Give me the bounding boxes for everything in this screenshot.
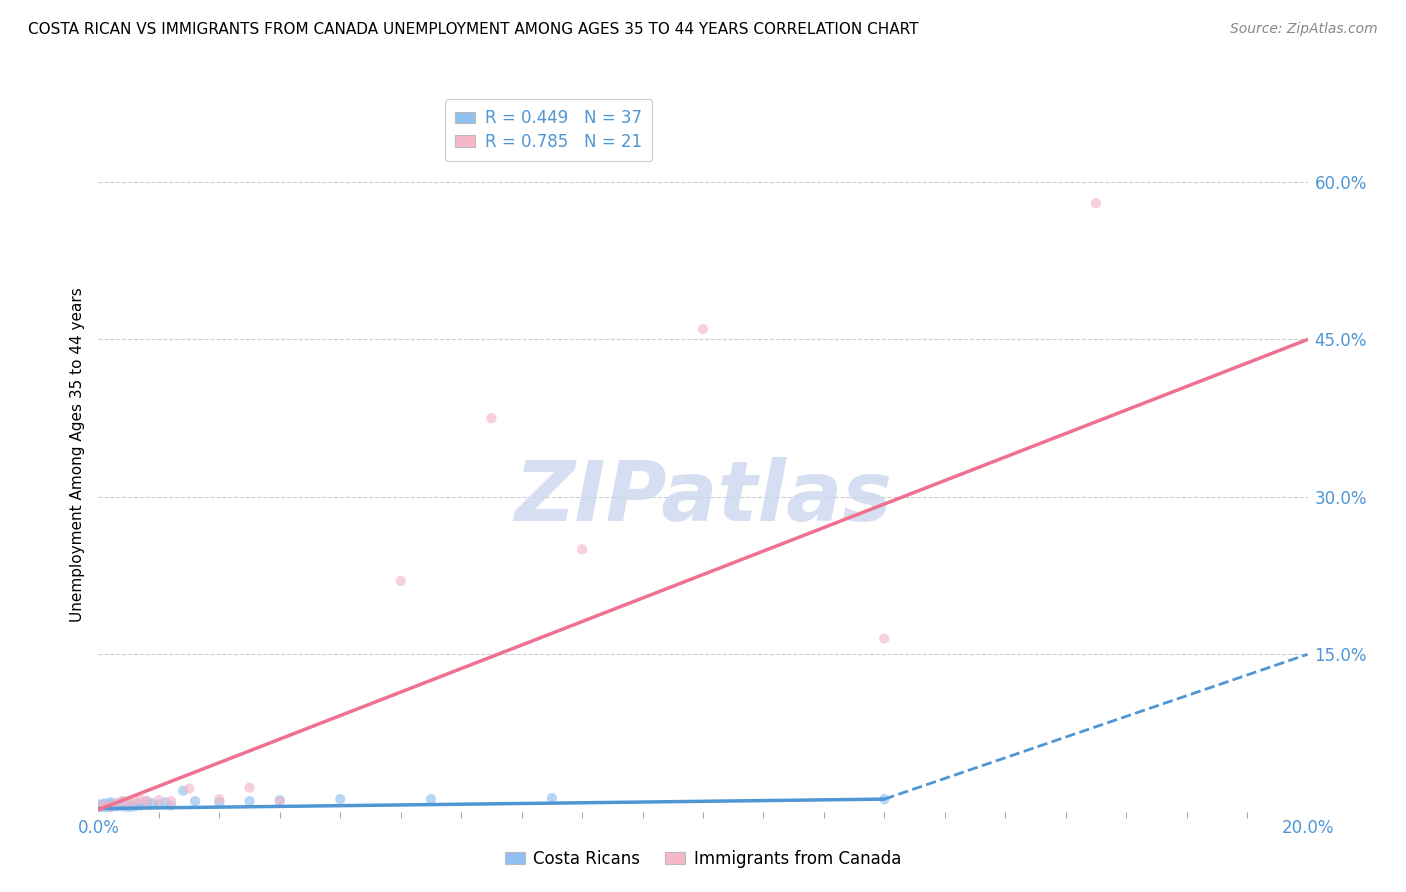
Point [239,794,262,808]
Point [269,793,291,807]
Text: ZIPatlas: ZIPatlas [515,458,891,538]
Point [111,794,134,808]
Point [135,797,157,812]
Point [153,795,176,809]
Point [93,798,115,813]
Text: Source: ZipAtlas.com: Source: ZipAtlas.com [1230,22,1378,37]
Point [129,792,152,806]
Point [208,795,231,809]
Point [100,795,122,809]
Y-axis label: Unemployment Among Ages 35 to 44 years: Unemployment Among Ages 35 to 44 years [69,287,84,623]
Point [129,797,152,811]
Text: COSTA RICAN VS IMMIGRANTS FROM CANADA UNEMPLOYMENT AMONG AGES 35 TO 44 YEARS COR: COSTA RICAN VS IMMIGRANTS FROM CANADA UN… [28,22,918,37]
Point [148,797,170,812]
Point [118,798,141,813]
Point [118,795,141,809]
Point [124,799,146,814]
Point [93,798,115,813]
Point [160,798,183,813]
Point [419,792,441,806]
Point [118,795,141,809]
Point [184,794,207,808]
Point [208,792,231,806]
Point [177,781,201,796]
Point [105,797,128,811]
Point [1085,196,1108,211]
Point [100,799,122,814]
Point [87,801,110,815]
Point [389,574,412,588]
Point [873,632,896,646]
Point [540,791,562,805]
Point [269,794,291,808]
Point [87,799,110,814]
Point [87,799,110,814]
Point [105,798,128,813]
Point [93,797,115,811]
Point [142,797,165,811]
Legend: Costa Ricans, Immigrants from Canada: Costa Ricans, Immigrants from Canada [498,844,908,875]
Point [100,797,122,812]
Point [100,799,122,814]
Point [172,783,194,797]
Point [118,800,141,814]
Point [111,794,134,808]
Point [111,799,134,814]
Point [87,797,110,812]
Point [148,793,170,807]
Point [100,800,122,814]
Point [105,799,128,814]
Point [93,800,115,814]
Point [329,792,352,806]
Point [692,322,714,336]
Point [481,411,503,425]
Point [160,794,183,808]
Point [124,794,146,808]
Point [135,794,157,808]
Point [873,792,896,806]
Point [239,780,262,795]
Point [105,797,128,811]
Point [571,542,593,557]
Point [129,798,152,813]
Point [135,794,157,808]
Point [124,797,146,812]
